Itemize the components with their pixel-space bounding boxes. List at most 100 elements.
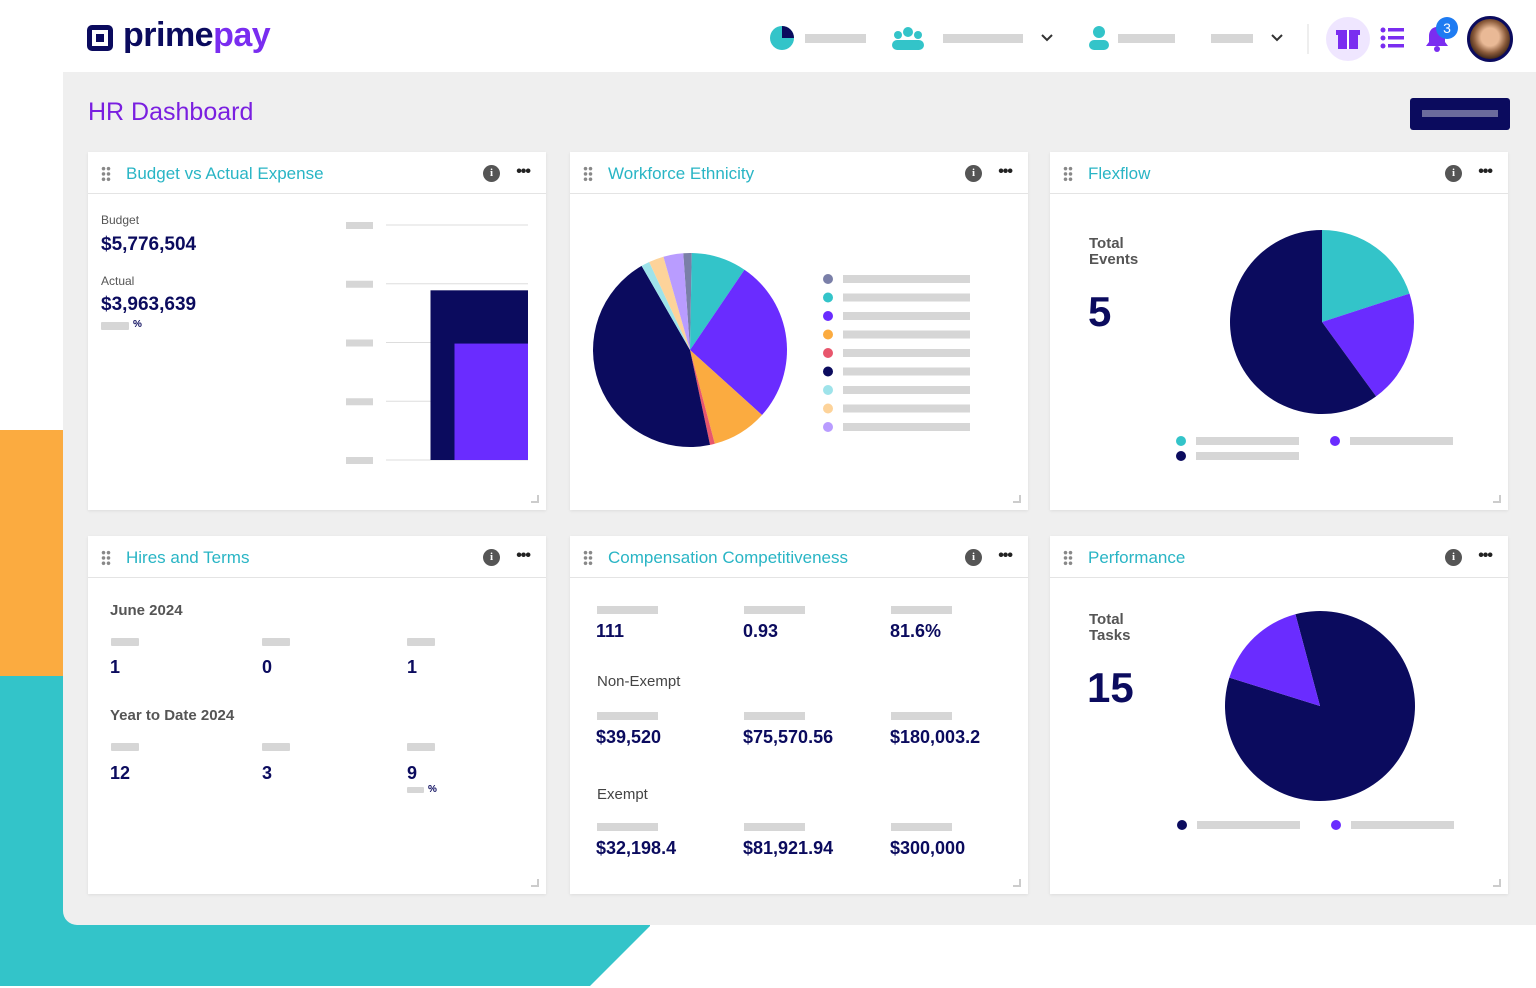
menu[interactable]: •••: [516, 547, 531, 564]
info[interactable]: i: [1445, 165, 1462, 182]
pie-slice: [690, 253, 745, 350]
pie-slice: [690, 350, 762, 444]
legend-placeholder: [1197, 821, 1300, 829]
logo-prime: prime: [123, 16, 214, 54]
stat-value: 9: [407, 763, 418, 783]
tick-placeholder: [346, 280, 373, 288]
pie-chart: [1176, 230, 1453, 461]
stat-value: $180,003.2: [890, 727, 981, 747]
pie-slice: [1322, 230, 1410, 322]
info[interactable]: i: [1445, 549, 1462, 566]
bar-chart: [346, 222, 528, 464]
legend-placeholder: [1196, 452, 1299, 460]
legend-dot: [1330, 436, 1340, 446]
legend-placeholder: [843, 330, 970, 339]
legend-placeholder: [1350, 437, 1453, 445]
compensation-card: Compensation Competitiveness i ••• 111 0.93…: [570, 536, 1028, 894]
menu[interactable]: •••: [1478, 547, 1493, 564]
stat-placeholder: [744, 712, 805, 720]
legend-dot: [823, 422, 833, 432]
decor-orange: [0, 430, 63, 676]
stat-value: 0: [262, 657, 273, 677]
tick-placeholder: [346, 457, 373, 464]
legend-dot: [1176, 436, 1186, 446]
logo-mark[interactable]: [87, 25, 113, 51]
info[interactable]: i: [965, 165, 982, 182]
legend-placeholder: [843, 293, 970, 302]
legend-placeholder: [843, 423, 970, 431]
stat-placeholder: [597, 823, 658, 831]
card-title: Workforce Ethnicity: [608, 164, 755, 183]
stat-value: $39,520: [596, 727, 662, 747]
legend-dot: [823, 403, 833, 414]
stat-placeholder: [597, 606, 658, 614]
total-label: Total Tasks: [1089, 611, 1131, 644]
pie-slice: [593, 265, 711, 447]
stat-value: 1: [407, 657, 418, 677]
menu[interactable]: •••: [998, 163, 1013, 180]
pie-chart: [1177, 611, 1454, 830]
avatar[interactable]: [1467, 16, 1513, 62]
stat-placeholder: [744, 823, 805, 831]
card-title: Hires and Terms: [126, 548, 250, 567]
card-title: Performance: [1088, 548, 1186, 567]
list-button[interactable]: [1380, 26, 1406, 50]
action-button[interactable]: [1410, 98, 1510, 130]
section-label: Non-Exempt: [597, 673, 681, 690]
stat-value: 3: [262, 763, 273, 783]
legend-dot: [1331, 820, 1341, 830]
tick-placeholder: [346, 222, 373, 229]
info[interactable]: i: [483, 165, 500, 182]
budget-value: $5,776,504: [101, 234, 197, 255]
actual-value: $3,963,639: [101, 294, 197, 315]
stat-value: $81,921.94: [743, 838, 834, 858]
percent-sign: %: [428, 784, 437, 795]
period-label: June 2024: [110, 602, 183, 619]
flexflow-card: Flexflow i ••• Total Events 5: [1050, 152, 1508, 510]
page-title: HR Dashboard: [88, 98, 254, 126]
logo-pay: pay: [213, 16, 271, 54]
menu[interactable]: •••: [516, 163, 531, 180]
gift-button[interactable]: [1326, 17, 1370, 61]
budget-label: Budget: [101, 213, 140, 227]
card-title: Budget vs Actual Expense: [126, 164, 324, 183]
legend-dot: [823, 366, 833, 377]
stat-value: 1: [110, 657, 121, 677]
pie-slice: [1322, 293, 1414, 397]
performance-card: Performance i ••• Total Tasks 15: [1050, 536, 1508, 894]
legend-placeholder: [843, 349, 970, 357]
info[interactable]: i: [965, 549, 982, 566]
info[interactable]: i: [483, 549, 500, 566]
nav[interactable]: [768, 24, 1328, 54]
stat-value: 81.6%: [890, 621, 942, 641]
logo[interactable]: primepay: [123, 16, 271, 55]
legend-dot: [823, 292, 833, 303]
pie-slice: [690, 269, 787, 416]
stat-placeholder: [891, 712, 952, 720]
hires-card: Hires and Terms i ••• June 2024 1 0 1 Year…: [88, 536, 546, 894]
total-value: 15: [1087, 664, 1134, 711]
pie-slice: [1229, 614, 1320, 706]
pie-slice: [683, 253, 692, 350]
legend-placeholder: [843, 386, 970, 394]
notification-badge: 3: [1436, 17, 1458, 39]
pie-slice: [649, 256, 690, 350]
pie-slice: [663, 253, 690, 350]
legend-dot: [1176, 451, 1186, 461]
total-value: 5: [1088, 288, 1112, 335]
ethnicity-card: Workforce Ethnicity i •••: [570, 152, 1028, 510]
legend-placeholder: [843, 275, 970, 283]
menu[interactable]: •••: [1478, 163, 1493, 180]
stat-placeholder: [744, 606, 805, 614]
card-title: Flexflow: [1088, 164, 1151, 183]
legend-placeholder: [843, 312, 970, 320]
stat-value: 111: [596, 621, 625, 641]
section-label: Exempt: [597, 786, 648, 803]
menu[interactable]: •••: [998, 547, 1013, 564]
stat-value: $300,000: [890, 838, 966, 858]
period-label: Year to Date 2024: [110, 707, 235, 724]
legend-placeholder: [843, 367, 970, 376]
pie-slice: [1230, 230, 1377, 414]
legend-placeholder: [1351, 821, 1454, 829]
